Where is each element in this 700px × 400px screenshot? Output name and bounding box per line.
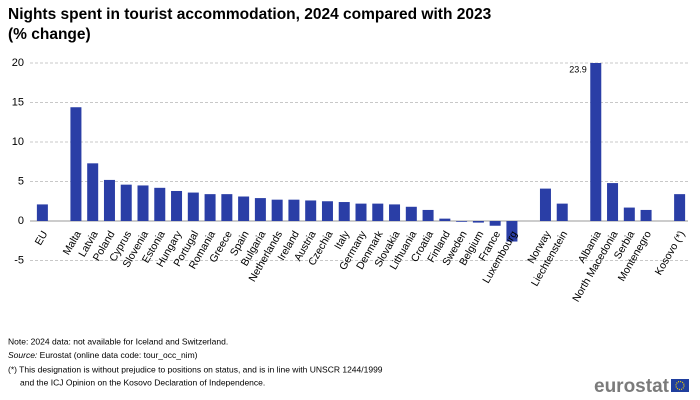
y-tick-label: 0: [18, 215, 24, 227]
bar: [171, 190, 183, 221]
bar: [187, 192, 199, 221]
bar: [623, 207, 635, 221]
footnote: (*) This designation is without prejudic…: [8, 364, 383, 374]
bar: [539, 188, 551, 221]
source-label: Source:: [8, 350, 38, 360]
source-text: Eurostat (online data code: tour_occ_nim…: [40, 350, 198, 360]
footnote: and the ICJ Opinion on the Kosovo Declar…: [20, 377, 265, 387]
y-tick-label: 10: [12, 136, 24, 148]
bar: [489, 221, 501, 226]
bar: [556, 203, 568, 221]
note: Note: 2024 data: not available for Icela…: [8, 336, 228, 346]
bar: [288, 199, 300, 221]
chart-title: Nights spent in tourist accommodation, 2…: [8, 6, 492, 23]
bar: [405, 206, 417, 221]
bar: [389, 204, 401, 221]
bar: [372, 203, 384, 221]
bar: [271, 199, 283, 221]
source: Source: Eurostat (online data code: tour…: [8, 350, 198, 360]
bar: [36, 204, 48, 221]
bar: [338, 202, 350, 221]
logo-text: eurostat: [594, 376, 670, 397]
bar: [137, 185, 149, 221]
bar: [355, 203, 367, 221]
bar: [254, 198, 266, 221]
bar: [120, 184, 132, 221]
value-label: 23.9: [569, 64, 587, 74]
bar: [204, 194, 216, 221]
bar: [472, 221, 484, 223]
logo-stars: [675, 380, 685, 391]
bar: [456, 221, 468, 222]
x-tick-label: Kosovo (*): [653, 229, 688, 277]
bar: [674, 194, 686, 221]
bar: [506, 221, 518, 242]
bar: [238, 196, 250, 221]
bar: [590, 63, 602, 221]
bar: [305, 200, 317, 221]
bar: [221, 194, 233, 221]
bar: [640, 209, 652, 221]
chart-subtitle: (% change): [8, 26, 91, 43]
y-tick-label: -5: [14, 254, 24, 266]
y-tick-label: 15: [12, 96, 24, 108]
bar: [87, 163, 99, 221]
bar: [607, 183, 619, 221]
bar: [103, 179, 115, 221]
logo-flag: [671, 379, 689, 392]
y-tick-label: 20: [12, 57, 24, 69]
bar: [439, 218, 451, 221]
x-tick-label: EU: [33, 229, 51, 248]
bars: [36, 63, 686, 242]
bar: [70, 107, 82, 221]
bar: [422, 209, 434, 221]
bar: [321, 201, 333, 221]
bar: [154, 187, 166, 221]
y-tick-label: 5: [18, 175, 24, 187]
